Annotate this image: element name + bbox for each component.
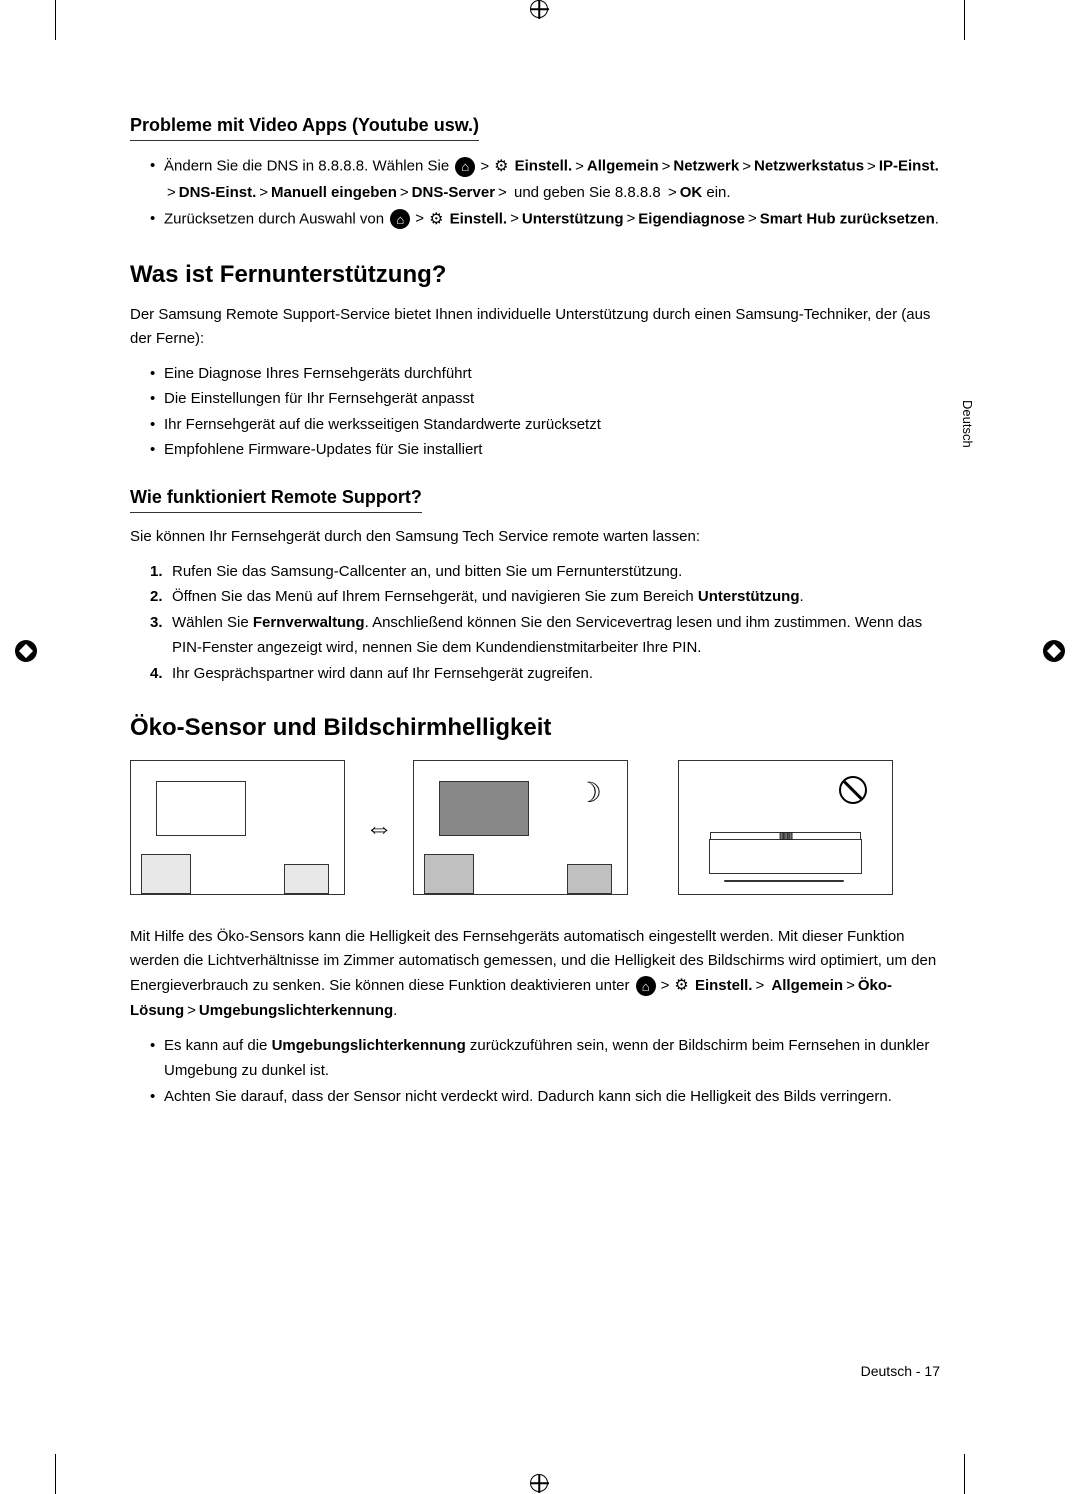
- menu-path-item: Einstell.: [515, 158, 573, 175]
- menu-path-item: Umgebungslichterkennung: [199, 1002, 393, 1019]
- menu-path-item: Einstell.: [450, 210, 508, 227]
- menu-path-item: DNS-Einst.: [179, 184, 257, 201]
- chevron-icon: >: [415, 206, 424, 232]
- crop-line: [55, 1454, 56, 1494]
- chevron-icon: >: [867, 154, 876, 180]
- crop-line: [55, 0, 56, 40]
- text: Wählen Sie: [172, 614, 253, 631]
- menu-path-item: Netzwerk: [673, 158, 739, 175]
- text: Es kann auf die: [164, 1037, 272, 1054]
- text: .: [393, 1002, 397, 1019]
- gear-icon: ⚙: [429, 206, 443, 233]
- main-heading-eco-sensor: Öko-Sensor und Bildschirmhelligkeit: [130, 714, 940, 742]
- registration-mark-left: [15, 640, 37, 662]
- list-item: Ihr Fernsehgerät auf die werksseitigen S…: [150, 412, 940, 438]
- registration-mark-top: [530, 0, 550, 20]
- list-item: Ihr Gesprächspartner wird dann auf Ihr F…: [150, 661, 940, 687]
- text: Zurücksetzen durch Auswahl von: [164, 210, 388, 227]
- chevron-icon: >: [662, 154, 671, 180]
- section-heading-video-apps: Probleme mit Video Apps (Youtube usw.): [130, 115, 479, 141]
- list-item: Die Einstellungen für Ihr Fernsehgerät a…: [150, 386, 940, 412]
- illustration-row: ⇔ ☽ ||||||||||||||||: [130, 760, 940, 895]
- menu-path-item: Allgemein: [771, 977, 843, 994]
- menu-path-item: IP-Einst.: [879, 158, 939, 175]
- prohibit-icon: [839, 776, 867, 804]
- paragraph: Mit Hilfe des Öko-Sensors kann die Helli…: [130, 925, 940, 1023]
- section-heading-remote-how: Wie funktioniert Remote Support?: [130, 487, 422, 513]
- chevron-icon: >: [627, 206, 636, 232]
- home-icon: [455, 157, 475, 177]
- list-item: Öffnen Sie das Menü auf Ihrem Fernsehger…: [150, 584, 940, 610]
- chevron-icon: >: [575, 154, 584, 180]
- list-item: Zurücksetzen durch Auswahl von >⚙ Einste…: [150, 206, 940, 233]
- pen-icon: [724, 880, 844, 882]
- page-footer: Deutsch - 17: [861, 1363, 940, 1379]
- gear-icon: ⚙: [674, 973, 688, 999]
- menu-path-item: Netzwerkstatus: [754, 158, 864, 175]
- chevron-icon: >: [742, 154, 751, 180]
- page-content: Probleme mit Video Apps (Youtube usw.) Ä…: [0, 0, 1080, 1189]
- text-bold: Fernverwaltung: [253, 614, 365, 631]
- menu-path-item: Manuell eingeben: [271, 184, 397, 201]
- chevron-icon: >: [259, 180, 268, 206]
- menu-path-item: Einstell.: [695, 977, 753, 994]
- home-icon: [390, 209, 410, 229]
- text: Ändern Sie die DNS in 8.8.8.8. Wählen Si…: [164, 158, 453, 175]
- list-item: Eine Diagnose Ihres Fernsehgeräts durchf…: [150, 361, 940, 387]
- paragraph: Sie können Ihr Fernsehgerät durch den Sa…: [130, 525, 940, 549]
- crop-line: [964, 0, 965, 40]
- main-heading-remote-support: Was ist Fernunterstützung?: [130, 261, 940, 289]
- text-bold: Umgebungslichterkennung: [272, 1037, 466, 1054]
- registration-mark-right: [1043, 640, 1065, 662]
- illustration-dark-room: ☽: [413, 760, 628, 895]
- menu-path-item: Allgemein: [587, 158, 659, 175]
- chevron-icon: >: [661, 974, 670, 998]
- text: Öffnen Sie das Menü auf Ihrem Fernsehger…: [172, 588, 698, 605]
- list-item: Es kann auf die Umgebungslichterkennung …: [150, 1033, 940, 1084]
- home-icon: [636, 976, 656, 996]
- chevron-icon: >: [187, 999, 196, 1023]
- menu-path-item: OK: [680, 184, 703, 201]
- menu-path-item: Smart Hub zurücksetzen: [760, 210, 935, 227]
- chevron-icon: >: [510, 206, 519, 232]
- chevron-icon: >: [480, 154, 489, 180]
- chevron-icon: >: [846, 974, 855, 998]
- list-item: Achten Sie darauf, dass der Sensor nicht…: [150, 1084, 940, 1110]
- language-tab: Deutsch: [960, 400, 975, 448]
- menu-path-item: DNS-Server: [412, 184, 495, 201]
- chevron-icon: >: [400, 180, 409, 206]
- list-item: Rufen Sie das Samsung-Callcenter an, und…: [150, 559, 940, 585]
- menu-path-item: Eigendiagnose: [638, 210, 745, 227]
- paragraph: Der Samsung Remote Support-Service biete…: [130, 303, 940, 351]
- text: ein.: [702, 184, 730, 201]
- list-item: Ändern Sie die DNS in 8.8.8.8. Wählen Si…: [150, 153, 940, 206]
- text-bold: Unterstützung: [698, 588, 800, 605]
- registration-mark-bottom: [530, 1474, 550, 1494]
- list-item: Wählen Sie Fernverwaltung. Anschließend …: [150, 610, 940, 661]
- text: und geben Sie 8.8.8.8: [510, 184, 665, 201]
- list-item: Empfohlene Firmware-Updates für Sie inst…: [150, 437, 940, 463]
- illustration-bright-room: [130, 760, 345, 895]
- illustration-blocked-sensor: ||||||||||||||||: [678, 760, 893, 895]
- bidirectional-arrow-icon: ⇔: [365, 812, 393, 844]
- text: .: [800, 588, 804, 605]
- gear-icon: ⚙: [494, 153, 508, 180]
- chevron-icon: >: [755, 974, 764, 998]
- menu-path-item: Unterstützung: [522, 210, 624, 227]
- crop-line: [964, 1454, 965, 1494]
- moon-icon: ☽: [577, 776, 602, 809]
- chevron-icon: >: [498, 180, 507, 206]
- chevron-icon: >: [167, 180, 176, 206]
- chevron-icon: >: [748, 206, 757, 232]
- chevron-icon: >: [668, 180, 677, 206]
